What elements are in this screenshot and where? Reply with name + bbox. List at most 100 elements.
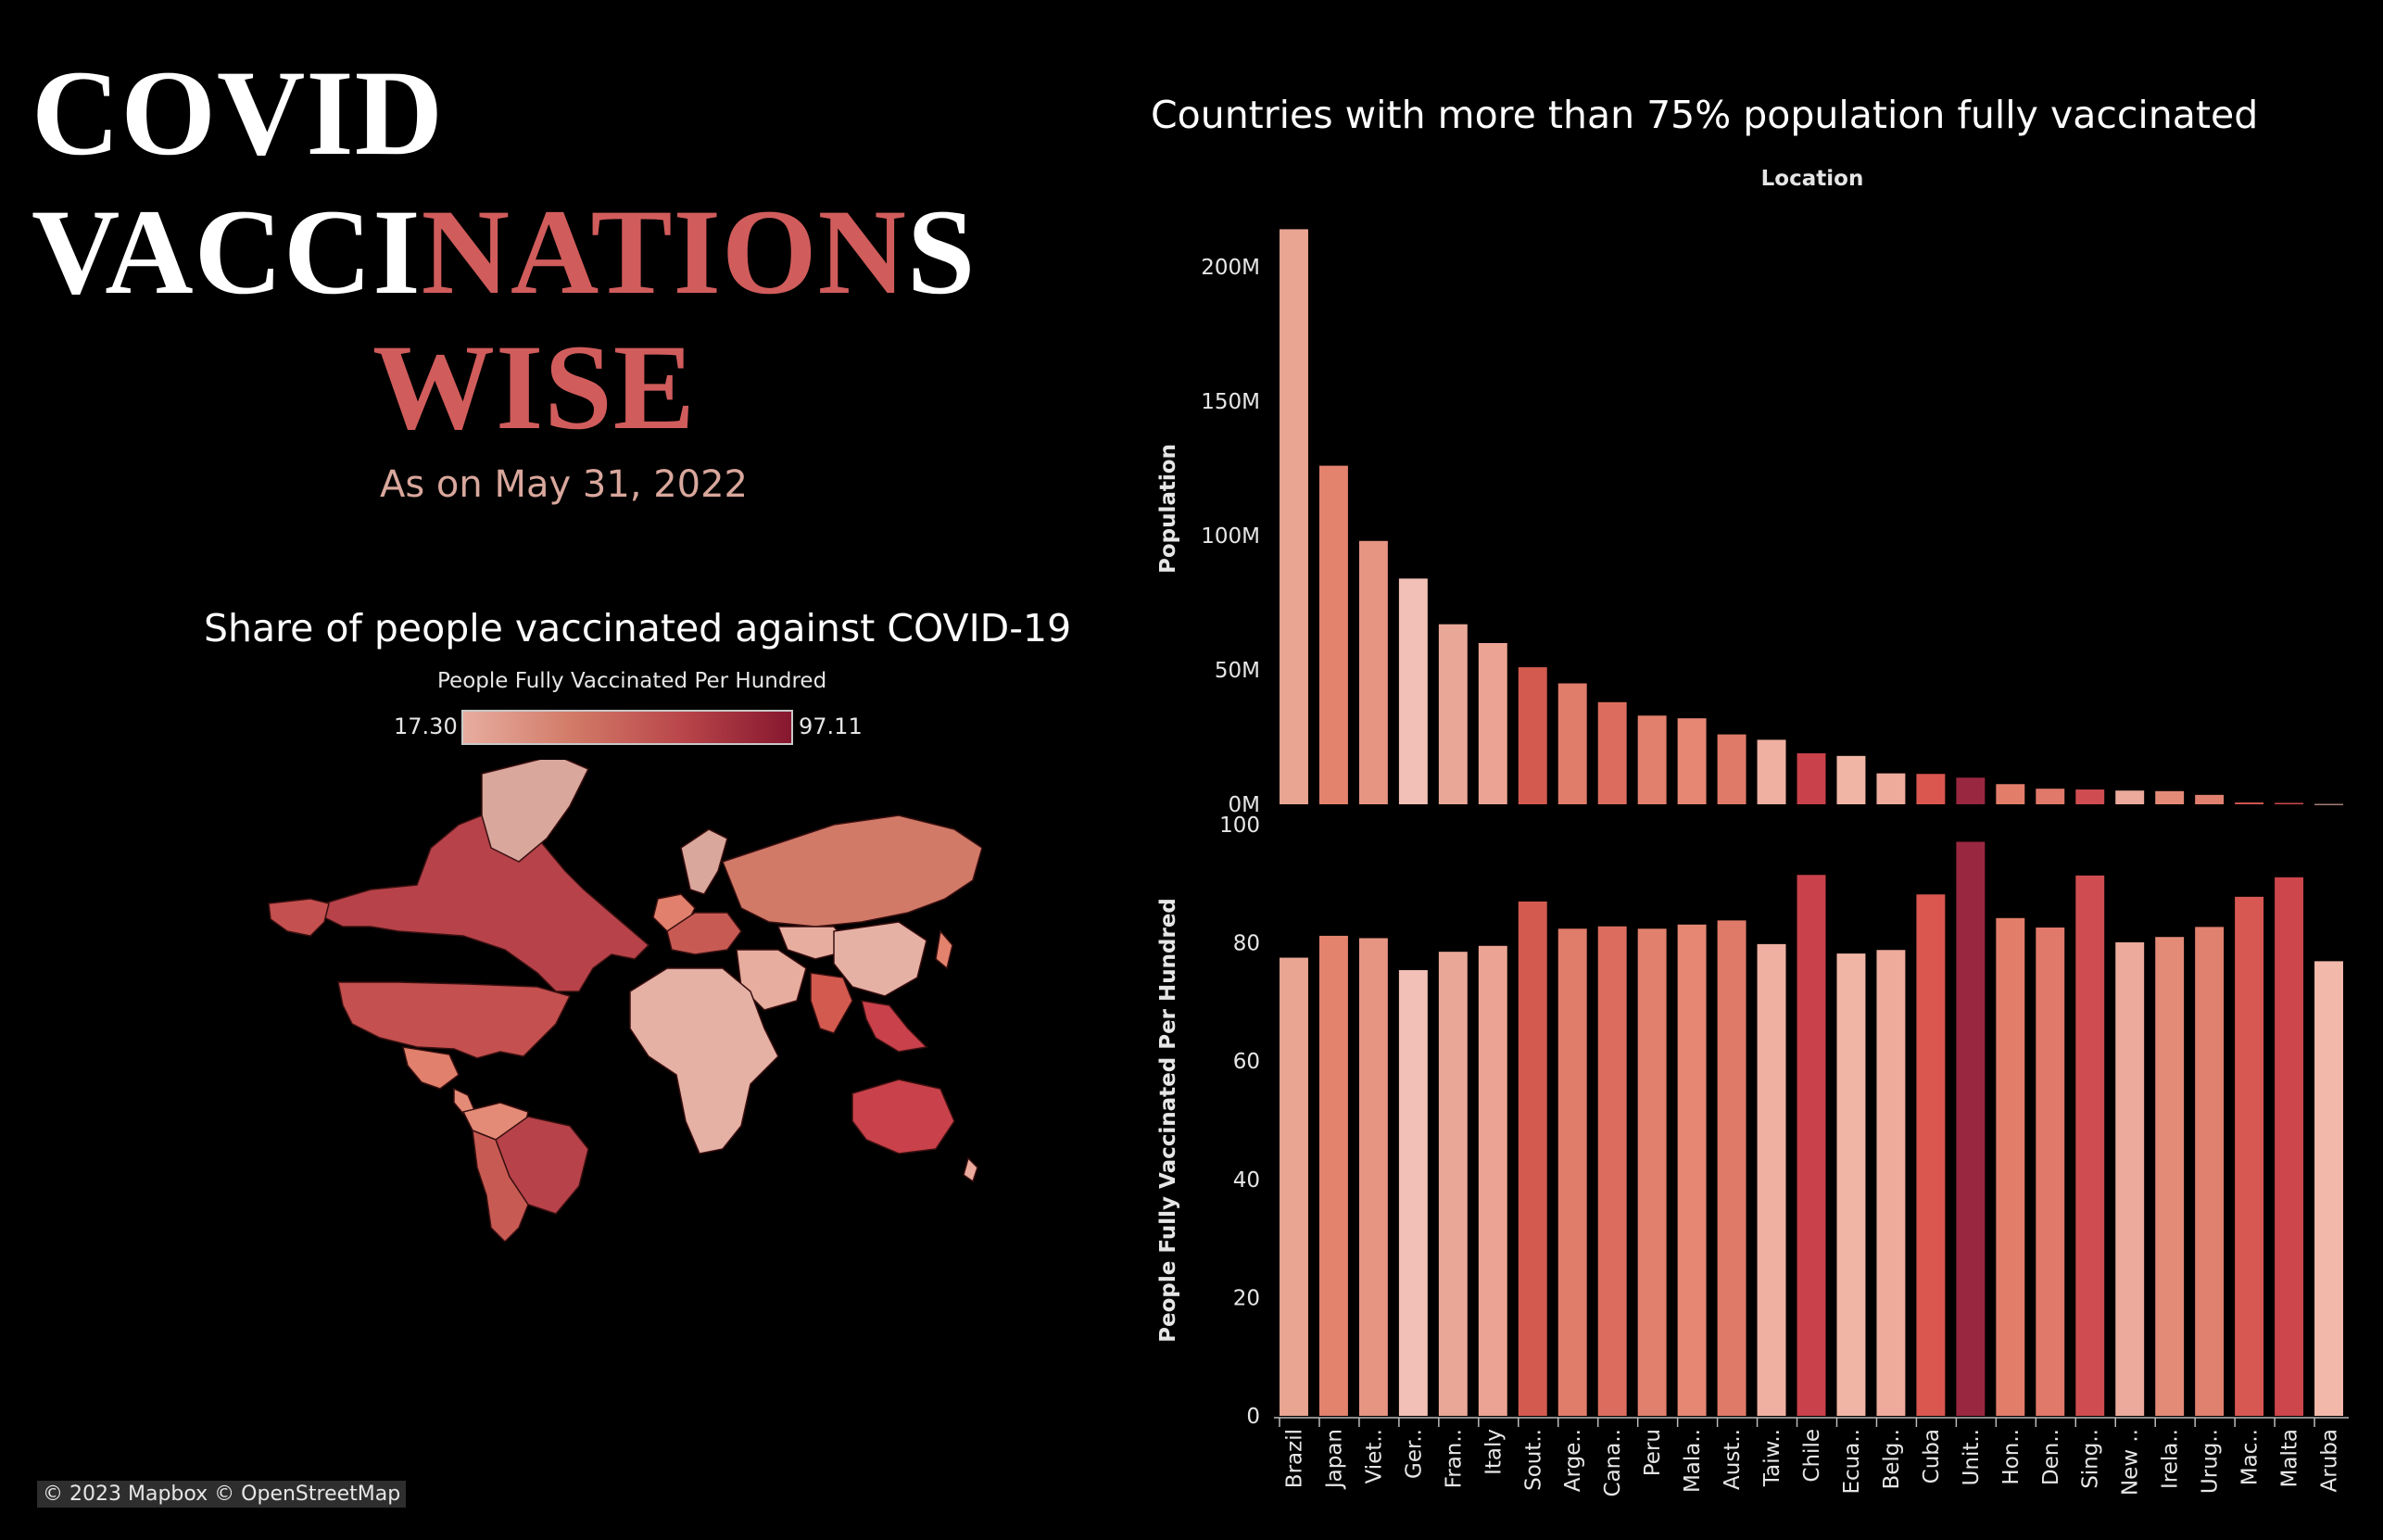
bar-aruba[interactable] <box>2314 803 2343 805</box>
map-region-canada[interactable] <box>323 776 650 992</box>
x-axis-category-labels: Brazil Japan Viet.. Ger.. Fran.. Italy Sout.. A… <box>1274 1417 2349 1496</box>
bar-brazil[interactable] <box>1280 229 1308 804</box>
map-region-china[interactable] <box>833 921 927 997</box>
map-region-india[interactable] <box>810 972 853 1034</box>
bar-japan[interactable] <box>1318 935 1348 1416</box>
date-subtitle: As on May 31, 2022 <box>380 463 748 506</box>
bar-chile[interactable] <box>1797 752 1826 804</box>
bar-den[interactable] <box>2036 789 2065 804</box>
x-category-label: Malta <box>2278 1429 2302 1487</box>
y-axis-title: Population <box>1156 444 1180 574</box>
bar-mac[interactable] <box>2235 896 2264 1416</box>
bar-italy[interactable] <box>1478 643 1507 804</box>
vaccination-bar-charts[interactable]: Location 0M 50M 100M 150M 200M Population 0 20… <box>1140 158 2372 1510</box>
bar-ecua[interactable] <box>1836 755 1866 804</box>
bar-ger[interactable] <box>1398 578 1428 804</box>
bar-irela[interactable] <box>2155 937 2185 1416</box>
bar-arge[interactable] <box>1557 683 1587 805</box>
x-category-label: Ger.. <box>1402 1429 1426 1479</box>
x-category-label: Mala.. <box>1681 1429 1705 1493</box>
map-attribution[interactable]: © 2023 Mapbox © OpenStreetMap <box>37 1481 407 1508</box>
bar-mala[interactable] <box>1677 924 1707 1416</box>
dashboard-title-line1: COVID <box>32 44 445 181</box>
bar-brazil[interactable] <box>1280 957 1308 1416</box>
map-region-japan[interactable] <box>935 929 953 970</box>
x-category-label: Fran.. <box>1442 1429 1466 1488</box>
bar-fran[interactable] <box>1438 624 1468 804</box>
title-line2-part-a: VACCI <box>32 183 422 320</box>
bar-unit[interactable] <box>1956 777 1986 804</box>
bar-sing[interactable] <box>2075 789 2105 804</box>
bar-new[interactable] <box>2115 941 2145 1416</box>
population-bar-chart[interactable]: 0M 50M 100M 150M 200M Population <box>1156 229 2343 817</box>
vaccinated-per-hundred-bar-chart[interactable]: 0 20 40 60 80 100 People Fully Vaccinated Per … <box>1156 814 2343 1429</box>
bar-peru[interactable] <box>1637 715 1667 804</box>
bar-belg[interactable] <box>1876 773 1906 804</box>
bar-italy[interactable] <box>1478 945 1507 1416</box>
x-category-label: Mac.. <box>2238 1429 2263 1485</box>
bar-mala[interactable] <box>1677 718 1707 804</box>
x-category-label: Irela.. <box>2159 1429 2183 1489</box>
bar-chile[interactable] <box>1797 875 1826 1416</box>
bar-cana[interactable] <box>1597 926 1627 1416</box>
bar-ger[interactable] <box>1398 969 1428 1416</box>
bar-cuba[interactable] <box>1916 894 1946 1416</box>
bar-aust[interactable] <box>1717 734 1746 804</box>
bar-mac[interactable] <box>2235 802 2264 804</box>
bar-malta[interactable] <box>2275 877 2304 1416</box>
bar-japan[interactable] <box>1318 465 1348 804</box>
x-category-label: Brazil <box>1282 1429 1306 1488</box>
map-region-southern-cone[interactable] <box>472 1129 529 1242</box>
bar-arge[interactable] <box>1557 928 1587 1416</box>
bar-viet[interactable] <box>1358 938 1388 1416</box>
x-category-label: Viet.. <box>1362 1429 1386 1483</box>
bar-sing[interactable] <box>2075 875 2105 1416</box>
bar-peru[interactable] <box>1637 928 1667 1416</box>
y-tick-label: 0M <box>1229 793 1260 817</box>
x-category-label: Aruba <box>2318 1429 2342 1492</box>
bar-sout[interactable] <box>1518 901 1547 1416</box>
map-region-africa[interactable] <box>629 967 779 1155</box>
bar-ecua[interactable] <box>1836 953 1866 1416</box>
bar-urug[interactable] <box>2195 927 2225 1416</box>
x-category-label: Chile <box>1800 1429 1824 1483</box>
bar-taiw[interactable] <box>1757 739 1786 804</box>
y-tick-label: 200M <box>1201 256 1260 280</box>
map-region-scandinavia[interactable] <box>680 828 728 895</box>
map-region-mexico[interactable] <box>401 1046 460 1090</box>
map-legend-title: People Fully Vaccinated Per Hundred <box>437 669 827 693</box>
bar-fran[interactable] <box>1438 952 1468 1416</box>
y-tick-label: 50M <box>1215 659 1260 683</box>
bar-aust[interactable] <box>1717 920 1746 1416</box>
map-region-europe-central[interactable] <box>666 912 742 955</box>
map-region-usa[interactable] <box>337 981 572 1059</box>
bar-cuba[interactable] <box>1916 774 1946 804</box>
bar-irela[interactable] <box>2155 790 2185 804</box>
bar-den[interactable] <box>2036 928 2065 1416</box>
world-choropleth-map[interactable] <box>259 760 982 1242</box>
x-category-label: Sing.. <box>2079 1429 2103 1489</box>
map-region-greenland[interactable] <box>481 760 590 863</box>
map-region-australia[interactable] <box>851 1079 955 1155</box>
y-tick-label: 100M <box>1201 524 1260 549</box>
map-region-new-zealand[interactable] <box>963 1156 978 1183</box>
bar-unit[interactable] <box>1956 841 1986 1416</box>
map-region-southeast-asia[interactable] <box>860 1000 928 1053</box>
bar-cana[interactable] <box>1597 701 1627 804</box>
bar-viet[interactable] <box>1358 540 1388 804</box>
y-tick-label: 100 <box>1219 814 1260 838</box>
bar-taiw[interactable] <box>1757 943 1786 1416</box>
bar-hon[interactable] <box>1996 917 2025 1416</box>
x-axis-label-location: Location <box>1761 167 1864 191</box>
bar-malta[interactable] <box>2275 802 2304 804</box>
map-region-alaska[interactable] <box>268 898 330 937</box>
bar-sout[interactable] <box>1518 667 1547 804</box>
bar-urug[interactable] <box>2195 794 2225 804</box>
bar-aruba[interactable] <box>2314 961 2343 1416</box>
y-tick-label: 60 <box>1233 1050 1260 1074</box>
map-region-russia[interactable] <box>722 814 982 928</box>
bar-new[interactable] <box>2115 790 2145 804</box>
x-category-label: Aust.. <box>1721 1429 1745 1490</box>
bar-belg[interactable] <box>1876 950 1906 1416</box>
bar-hon[interactable] <box>1996 784 2025 804</box>
